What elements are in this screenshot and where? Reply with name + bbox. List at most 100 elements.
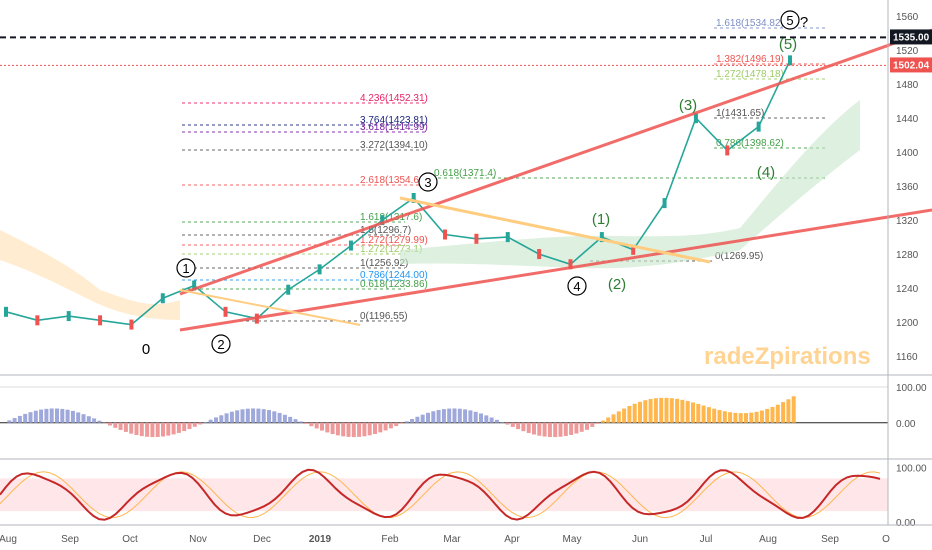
osc1-bar xyxy=(203,422,208,423)
price-point xyxy=(756,121,761,132)
osc1-bar xyxy=(691,402,695,423)
osc1-bar xyxy=(473,411,478,423)
wave-label: (5) xyxy=(779,36,797,53)
time-tick-label: May xyxy=(563,534,582,545)
osc1-bar xyxy=(770,406,775,423)
osc1-bar xyxy=(733,412,738,423)
osc1-bar xyxy=(722,411,727,423)
osc1-bar xyxy=(277,412,282,423)
osc1-bar xyxy=(341,422,346,437)
osc1-bar xyxy=(415,416,420,423)
triangle-line xyxy=(399,196,711,264)
price-tick-label: 1560 xyxy=(896,12,919,23)
osc1-bar xyxy=(749,412,754,423)
osc1-bar xyxy=(701,405,706,423)
price-point xyxy=(537,249,542,260)
osc1-bar xyxy=(643,400,648,423)
osc1-bar xyxy=(235,410,240,423)
osc1-bar xyxy=(399,422,404,424)
fib-lines: 1.618(1534.82) 1.382(1496.19) 1.272(1478.1… xyxy=(182,18,828,322)
time-tick-label: Oct xyxy=(122,534,138,545)
price-point xyxy=(348,240,353,251)
price-point xyxy=(599,232,604,243)
osc2-tick-label: 0.00 xyxy=(896,518,916,529)
osc1-bar xyxy=(420,414,425,423)
price-pane: 1.618(1534.82) 1.382(1496.19) 1.272(1478.1… xyxy=(0,10,932,370)
oscillator-1-pane: 0.00 100.00 xyxy=(0,383,927,438)
osc1-bar xyxy=(298,421,303,423)
time-tick-label: 2019 xyxy=(309,534,332,545)
price-tick-label: 1280 xyxy=(896,250,919,261)
osc1-bar xyxy=(55,408,59,423)
osc1-bar xyxy=(81,414,86,423)
osc1-bar xyxy=(145,422,150,437)
osc1-bar xyxy=(92,418,97,423)
osc1-bar xyxy=(272,411,277,423)
fib-level-label: 0.618(1371.4) xyxy=(434,168,496,179)
price-point xyxy=(693,113,698,124)
wave-label: ? xyxy=(800,14,808,31)
osc1-bar xyxy=(113,422,118,428)
fib-level-label: 1.272(1478.18) xyxy=(716,69,784,80)
time-tick-label: Aug xyxy=(0,534,17,545)
osc1-bar xyxy=(638,401,642,423)
osc1-bar xyxy=(526,422,531,433)
osc1-bar xyxy=(44,408,49,423)
price-marker-label: 1535.00 xyxy=(893,32,930,43)
osc1-bar xyxy=(653,398,658,423)
osc1-bar xyxy=(516,422,521,430)
osc1-bar xyxy=(675,398,680,423)
osc1-bar xyxy=(410,418,415,423)
price-marker-badge xyxy=(890,29,932,45)
wave-label-circle xyxy=(418,172,438,192)
osc1-bar xyxy=(129,422,134,434)
osc1-bar xyxy=(320,422,324,431)
wave-labels: 0 1 2 3 4 5 (1) (2) (3) (4) (5)? xyxy=(142,10,808,358)
fib-level-label: 1.272(1279.99) xyxy=(360,235,428,246)
osc1-bar xyxy=(669,398,674,423)
price-point xyxy=(380,215,385,226)
osc1-bar xyxy=(696,403,701,423)
osc1-bar xyxy=(383,422,388,431)
osc1-bar xyxy=(569,422,574,435)
osc1-bar xyxy=(198,422,203,425)
osc1-bar xyxy=(65,409,70,423)
osc1-bar xyxy=(229,411,234,423)
osc1-bar xyxy=(431,411,436,423)
price-tick-label: 1160 xyxy=(896,352,918,363)
osc1-bar xyxy=(97,420,102,423)
osc1-bar xyxy=(590,422,595,427)
osc2-main-line xyxy=(0,468,881,521)
osc1-bar xyxy=(335,422,340,436)
price-tick-label: 1480 xyxy=(896,80,919,91)
osc1-bar xyxy=(12,418,17,423)
oscillator-2-pane: 0.00 100.00 xyxy=(0,463,927,529)
osc1-bar xyxy=(388,422,393,429)
price-point xyxy=(66,311,71,322)
price-point xyxy=(631,244,636,255)
fib-level-label: 1.5(1296.7) xyxy=(360,225,411,236)
price-point xyxy=(98,315,103,326)
osc1-bar xyxy=(219,415,224,423)
price-point xyxy=(505,232,510,243)
price-tick-label: 1440 xyxy=(896,114,919,125)
osc1-bar xyxy=(367,422,372,436)
price-point xyxy=(662,198,667,209)
osc1-bar xyxy=(394,422,399,427)
fib-level-label: 1(1256.92) xyxy=(360,258,408,269)
osc1-bar xyxy=(616,411,621,423)
fib-level-label: 1.272(1273.1) xyxy=(360,244,422,255)
fib-level-label: 0(1196.55) xyxy=(360,311,408,322)
price-tick-label: 1360 xyxy=(896,182,919,193)
fib-level-label: 3.764(1423.81) xyxy=(360,115,428,126)
osc2-signal-line xyxy=(0,471,881,519)
cloud xyxy=(0,100,860,320)
time-tick-label: Jun xyxy=(632,534,648,545)
osc1-bar xyxy=(208,419,213,423)
osc1-bar xyxy=(479,413,483,423)
wave-label-circle xyxy=(567,276,587,296)
osc1-bar xyxy=(542,422,547,437)
osc1-bar xyxy=(717,410,722,423)
osc2-band xyxy=(0,478,888,512)
